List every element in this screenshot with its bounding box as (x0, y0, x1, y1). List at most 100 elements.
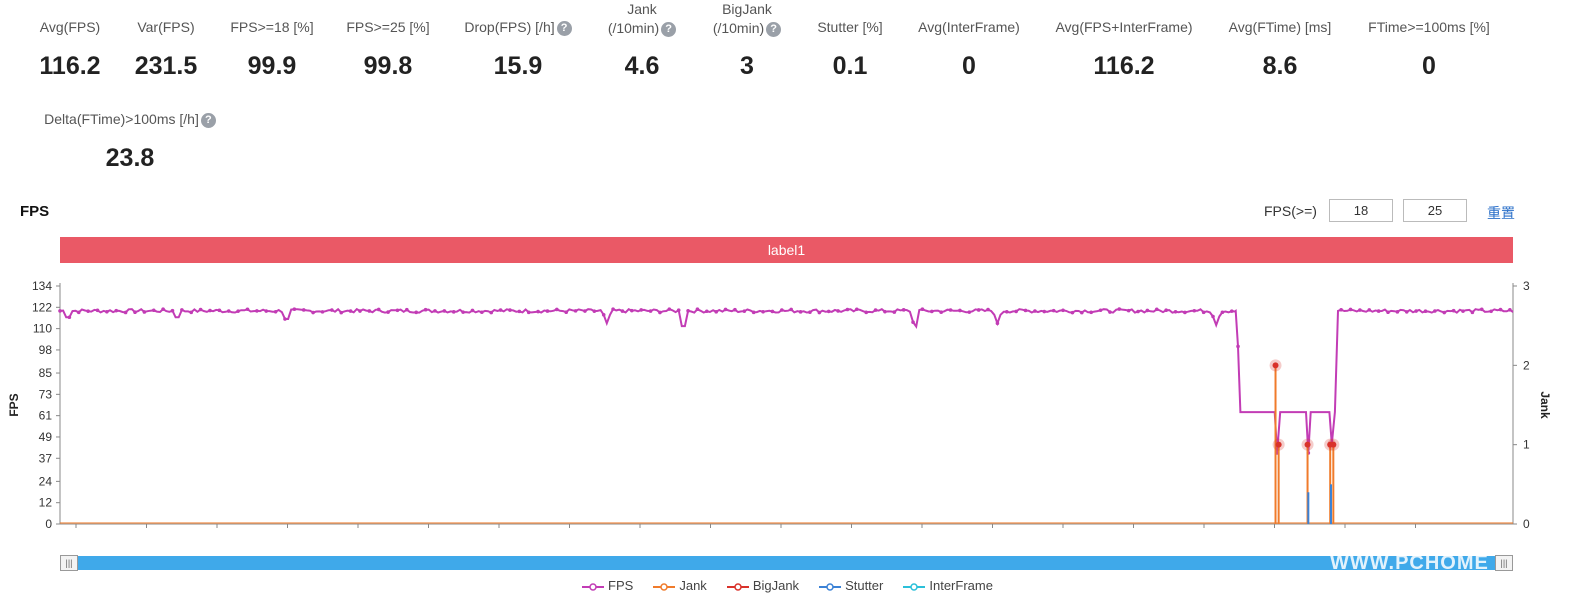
y-axis-title: FPS (7, 393, 21, 416)
metric-value: 231.5 (134, 52, 198, 80)
fps-point (808, 310, 812, 314)
fps-point (508, 308, 512, 312)
metric-label: Avg(FTime) [ms] (1228, 19, 1332, 35)
y2-axis-title: Jank (1538, 391, 1552, 419)
fps-point (1423, 309, 1428, 314)
fps-point (470, 308, 475, 313)
metric-value: 99.8 (363, 52, 413, 80)
fps-chart: 012243749617385981101221340123FPSJank00:… (7, 279, 1552, 530)
label-bar[interactable]: label1 (60, 237, 1513, 263)
y2-tick-label: 2 (1523, 358, 1530, 372)
fps-point (1117, 307, 1122, 311)
time-range-scrollbar[interactable]: ||| ||| (60, 555, 1513, 571)
fps-point (170, 308, 175, 313)
metric-value: 3 (740, 52, 754, 80)
metric-label: (/10min)? (627, 19, 867, 38)
fps-point (742, 309, 747, 313)
metric-value: 0.1 (832, 52, 868, 80)
fps-point (255, 309, 259, 313)
fps-point (573, 309, 578, 313)
fps-point (1145, 308, 1150, 313)
fps-point (133, 310, 137, 315)
fps-point (930, 309, 934, 314)
fps-point (376, 307, 381, 312)
metric-delta-ftime-100ms-h: Delta(FTime)>100ms [/h]? 23.8 (10, 0, 250, 180)
fps-point (658, 310, 662, 315)
fps-point (817, 310, 822, 315)
fps-point (676, 308, 681, 313)
fps-point (283, 317, 287, 321)
metric-jank-10min: Jank (/10min)? 4.6 (522, 0, 762, 180)
fps-point (58, 309, 62, 313)
fps-point (1451, 308, 1456, 313)
legend-item-interframe[interactable]: InterFrame (903, 578, 993, 593)
fps-point (1126, 308, 1131, 313)
fps-point (751, 310, 756, 315)
metric-drop-fps-h: Drop(FPS) [/h]? 15.9 (398, 0, 638, 180)
y-tick-label: 98 (39, 343, 53, 357)
legend-label: BigJank (752, 578, 800, 593)
help-icon[interactable]: ? (661, 21, 677, 37)
fps-point (1348, 307, 1353, 312)
legend-label: Stutter (845, 578, 884, 593)
fps-point (1051, 308, 1056, 313)
legend-item-fps[interactable]: FPS (582, 578, 633, 593)
fps-point (1489, 309, 1493, 314)
scrollbar-left-handle[interactable]: ||| (60, 555, 78, 571)
fps-point (339, 310, 344, 315)
fps-point (264, 309, 269, 313)
fps-point (123, 310, 128, 315)
reset-button[interactable]: 重置 (1487, 205, 1515, 221)
fps-point (95, 308, 100, 313)
metric-fps-25: FPS>=25 [%] 99.8 (268, 0, 508, 180)
metric-value: 116.2 (1093, 52, 1155, 80)
scrollbar-right-handle[interactable]: ||| (1495, 555, 1513, 571)
jank-point (1275, 441, 1282, 448)
fps-threshold-high-input[interactable] (1403, 199, 1467, 222)
fps-point (939, 310, 943, 315)
fps-point (198, 307, 203, 312)
fps-point (695, 307, 700, 312)
fps-point (1386, 310, 1390, 315)
fps-point (620, 309, 625, 313)
fps-point (1229, 309, 1234, 313)
y-tick-label: 73 (39, 387, 53, 401)
fps-point (226, 309, 231, 313)
jank-point (1272, 362, 1279, 369)
fps-point (770, 309, 775, 314)
fps-point (836, 309, 840, 313)
fps-point (1433, 309, 1437, 313)
metric-label: Var(FPS) (137, 19, 195, 35)
legend-item-stutter[interactable]: Stutter (819, 578, 883, 593)
metric-label: Stutter [%] (817, 19, 883, 35)
help-icon[interactable]: ? (556, 20, 572, 36)
legend-item-bigjank[interactable]: BigJank (726, 578, 800, 593)
fps-point (826, 309, 831, 314)
fps-point (1201, 310, 1206, 315)
metric-label: FPS>=18 [%] (230, 19, 314, 35)
fps-point (1442, 310, 1447, 315)
fps-point (1154, 307, 1159, 312)
fps-point (208, 308, 212, 313)
metric-label: BigJank (722, 1, 772, 17)
fps-point (761, 309, 765, 314)
fps-point (358, 309, 362, 313)
fps-point (798, 310, 803, 314)
fps-point (1395, 310, 1400, 314)
fps-threshold-low-input[interactable] (1329, 199, 1393, 222)
fps-point (1192, 308, 1197, 313)
metric-label: FPS>=25 [%] (346, 19, 430, 35)
fps-series-line (59, 307, 1514, 454)
metric-label: Jank (627, 1, 657, 17)
help-icon[interactable]: ? (766, 21, 782, 37)
fps-point (1070, 310, 1075, 315)
fps-point (292, 307, 297, 312)
fps-point (442, 309, 447, 313)
help-icon[interactable]: ? (200, 112, 216, 128)
fps-point (320, 310, 325, 314)
fps-point (1339, 307, 1343, 312)
fps-point (1183, 310, 1187, 315)
fps-point (405, 307, 409, 312)
legend-item-jank[interactable]: Jank (653, 578, 707, 593)
metrics-panel: Avg(FPS) 116.2 Var(FPS) 231.5 FPS>=18 [%] 99.… (0, 0, 1575, 180)
